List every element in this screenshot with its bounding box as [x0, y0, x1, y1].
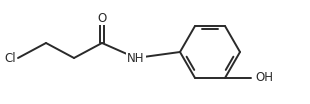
- Text: O: O: [97, 12, 107, 25]
- Text: OH: OH: [255, 71, 273, 84]
- Text: Cl: Cl: [4, 51, 16, 64]
- Text: NH: NH: [127, 53, 145, 66]
